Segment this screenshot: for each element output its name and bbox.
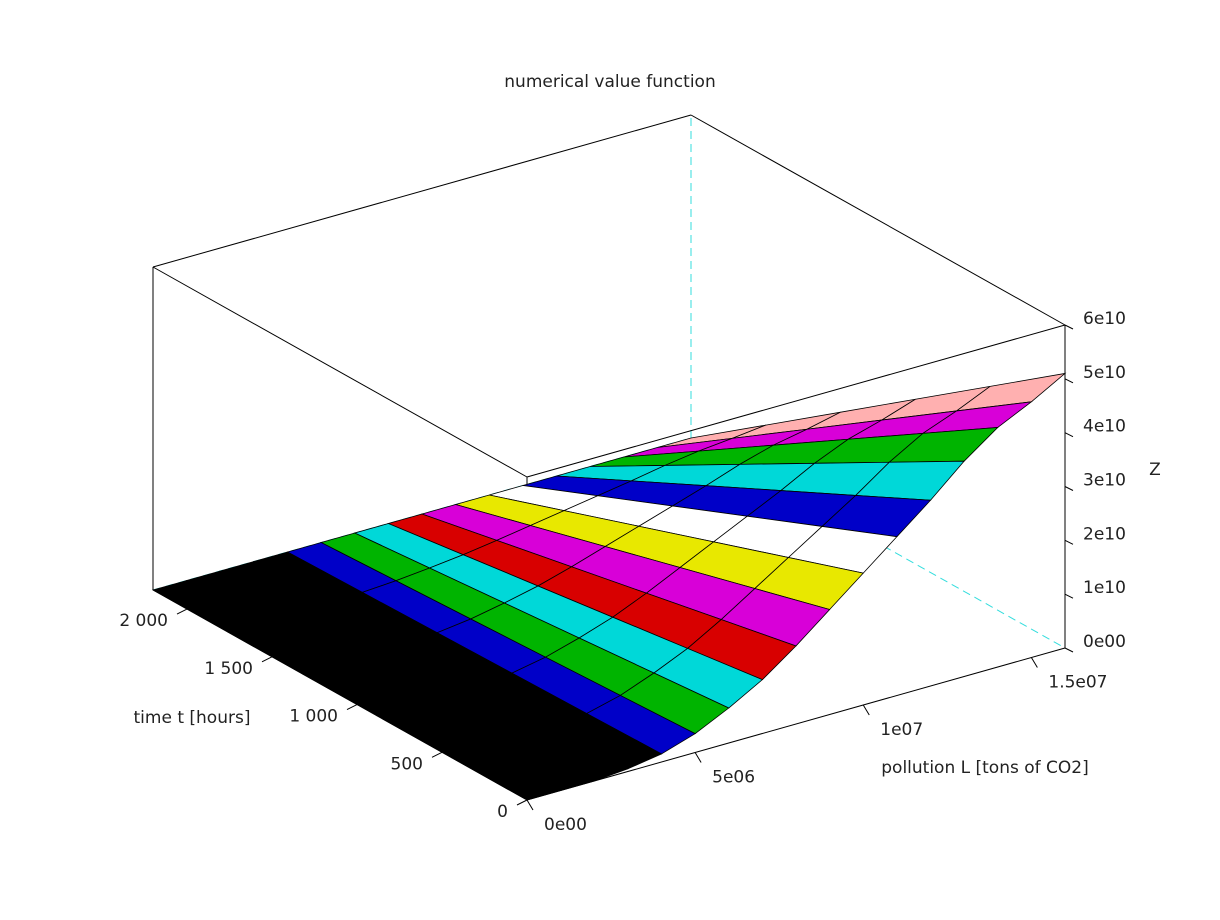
y-tick-label: 1 500 [204, 659, 253, 679]
z-tick [1064, 378, 1074, 384]
y-tick [176, 608, 188, 615]
z-tick-label: 3e10 [1083, 471, 1126, 491]
x-tick [526, 799, 534, 811]
z-tick-label: 2e10 [1083, 524, 1126, 544]
z-tick [1064, 539, 1074, 545]
x-tick-label: 5e06 [712, 768, 755, 788]
z-tick [1064, 324, 1074, 330]
y-axis-label: time t [hours] [134, 708, 251, 728]
box-edge [690, 114, 1066, 326]
y-tick [261, 656, 273, 663]
chart-title: numerical value function [504, 72, 715, 92]
axis-line [152, 589, 528, 801]
axis-line [526, 647, 1066, 801]
x-tick-label: 0e00 [544, 815, 587, 835]
z-tick-label: 5e10 [1083, 363, 1126, 383]
x-tick-label: 1.5e07 [1048, 673, 1107, 693]
x-tick [1030, 657, 1038, 668]
z-tick-label: 1e10 [1083, 578, 1126, 598]
x-axis-label: pollution L [tons of CO2] [881, 758, 1088, 778]
z-tick-label: 0e00 [1083, 632, 1126, 652]
x-tick [862, 704, 870, 716]
y-tick [516, 799, 528, 806]
z-axis-label: Z [1149, 460, 1161, 480]
box-edge [526, 324, 1066, 478]
z-tick [1064, 647, 1074, 653]
x-tick [694, 752, 702, 763]
z-tick [1064, 593, 1074, 599]
y-tick-label: 0 [497, 802, 508, 822]
y-tick-label: 500 [391, 754, 423, 774]
z-tick [1064, 432, 1074, 438]
z-tick-label: 6e10 [1083, 309, 1126, 329]
y-tick [431, 751, 443, 758]
z-tick-label: 4e10 [1083, 417, 1126, 437]
x-tick-label: 1e07 [880, 720, 923, 740]
box-edge [152, 114, 692, 268]
y-tick-label: 1 000 [289, 707, 338, 727]
y-tick-label: 2 000 [119, 611, 168, 631]
z-tick [1064, 486, 1074, 491]
box-edge [152, 266, 528, 478]
y-tick [346, 704, 358, 710]
